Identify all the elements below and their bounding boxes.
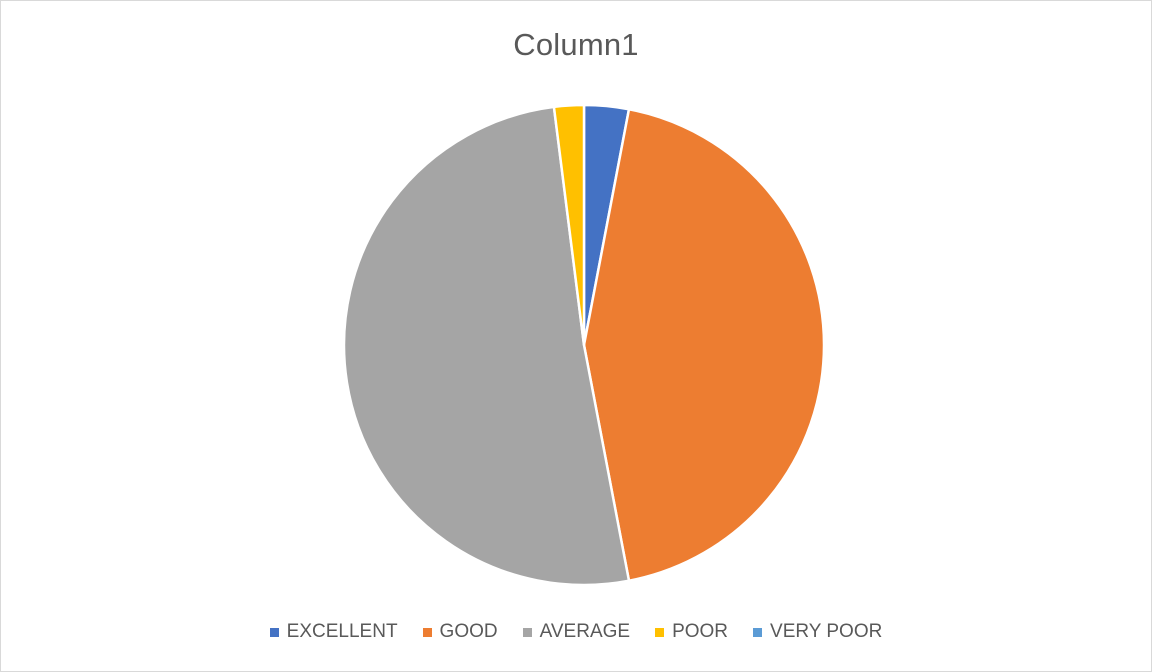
chart-title: Column1 — [513, 27, 639, 62]
legend-swatch — [753, 627, 763, 637]
legend-item-poor: POOR — [655, 621, 728, 643]
pie-slice-good — [582, 108, 826, 582]
legend-swatch — [269, 627, 279, 637]
chart-legend: EXCELLENT GOOD AVERAGE POOR VERY POOR — [1, 621, 1151, 643]
legend-swatch — [522, 627, 532, 637]
legend-label: EXCELLENT — [286, 621, 398, 642]
pie-slice-poor — [552, 103, 586, 347]
legend-item-good: GOOD — [422, 621, 498, 643]
legend-label: VERY POOR — [770, 621, 883, 642]
legend-label: GOOD — [439, 621, 498, 642]
legend-item-average: AVERAGE — [522, 621, 631, 643]
legend-item-excellent: EXCELLENT — [269, 621, 398, 643]
legend-swatch — [422, 627, 432, 637]
legend-item-very-poor: VERY POOR — [753, 621, 882, 643]
pie-slice-average — [342, 105, 631, 587]
legend-label: AVERAGE — [539, 621, 631, 642]
legend-swatch — [655, 627, 665, 637]
legend-label: POOR — [672, 621, 729, 642]
